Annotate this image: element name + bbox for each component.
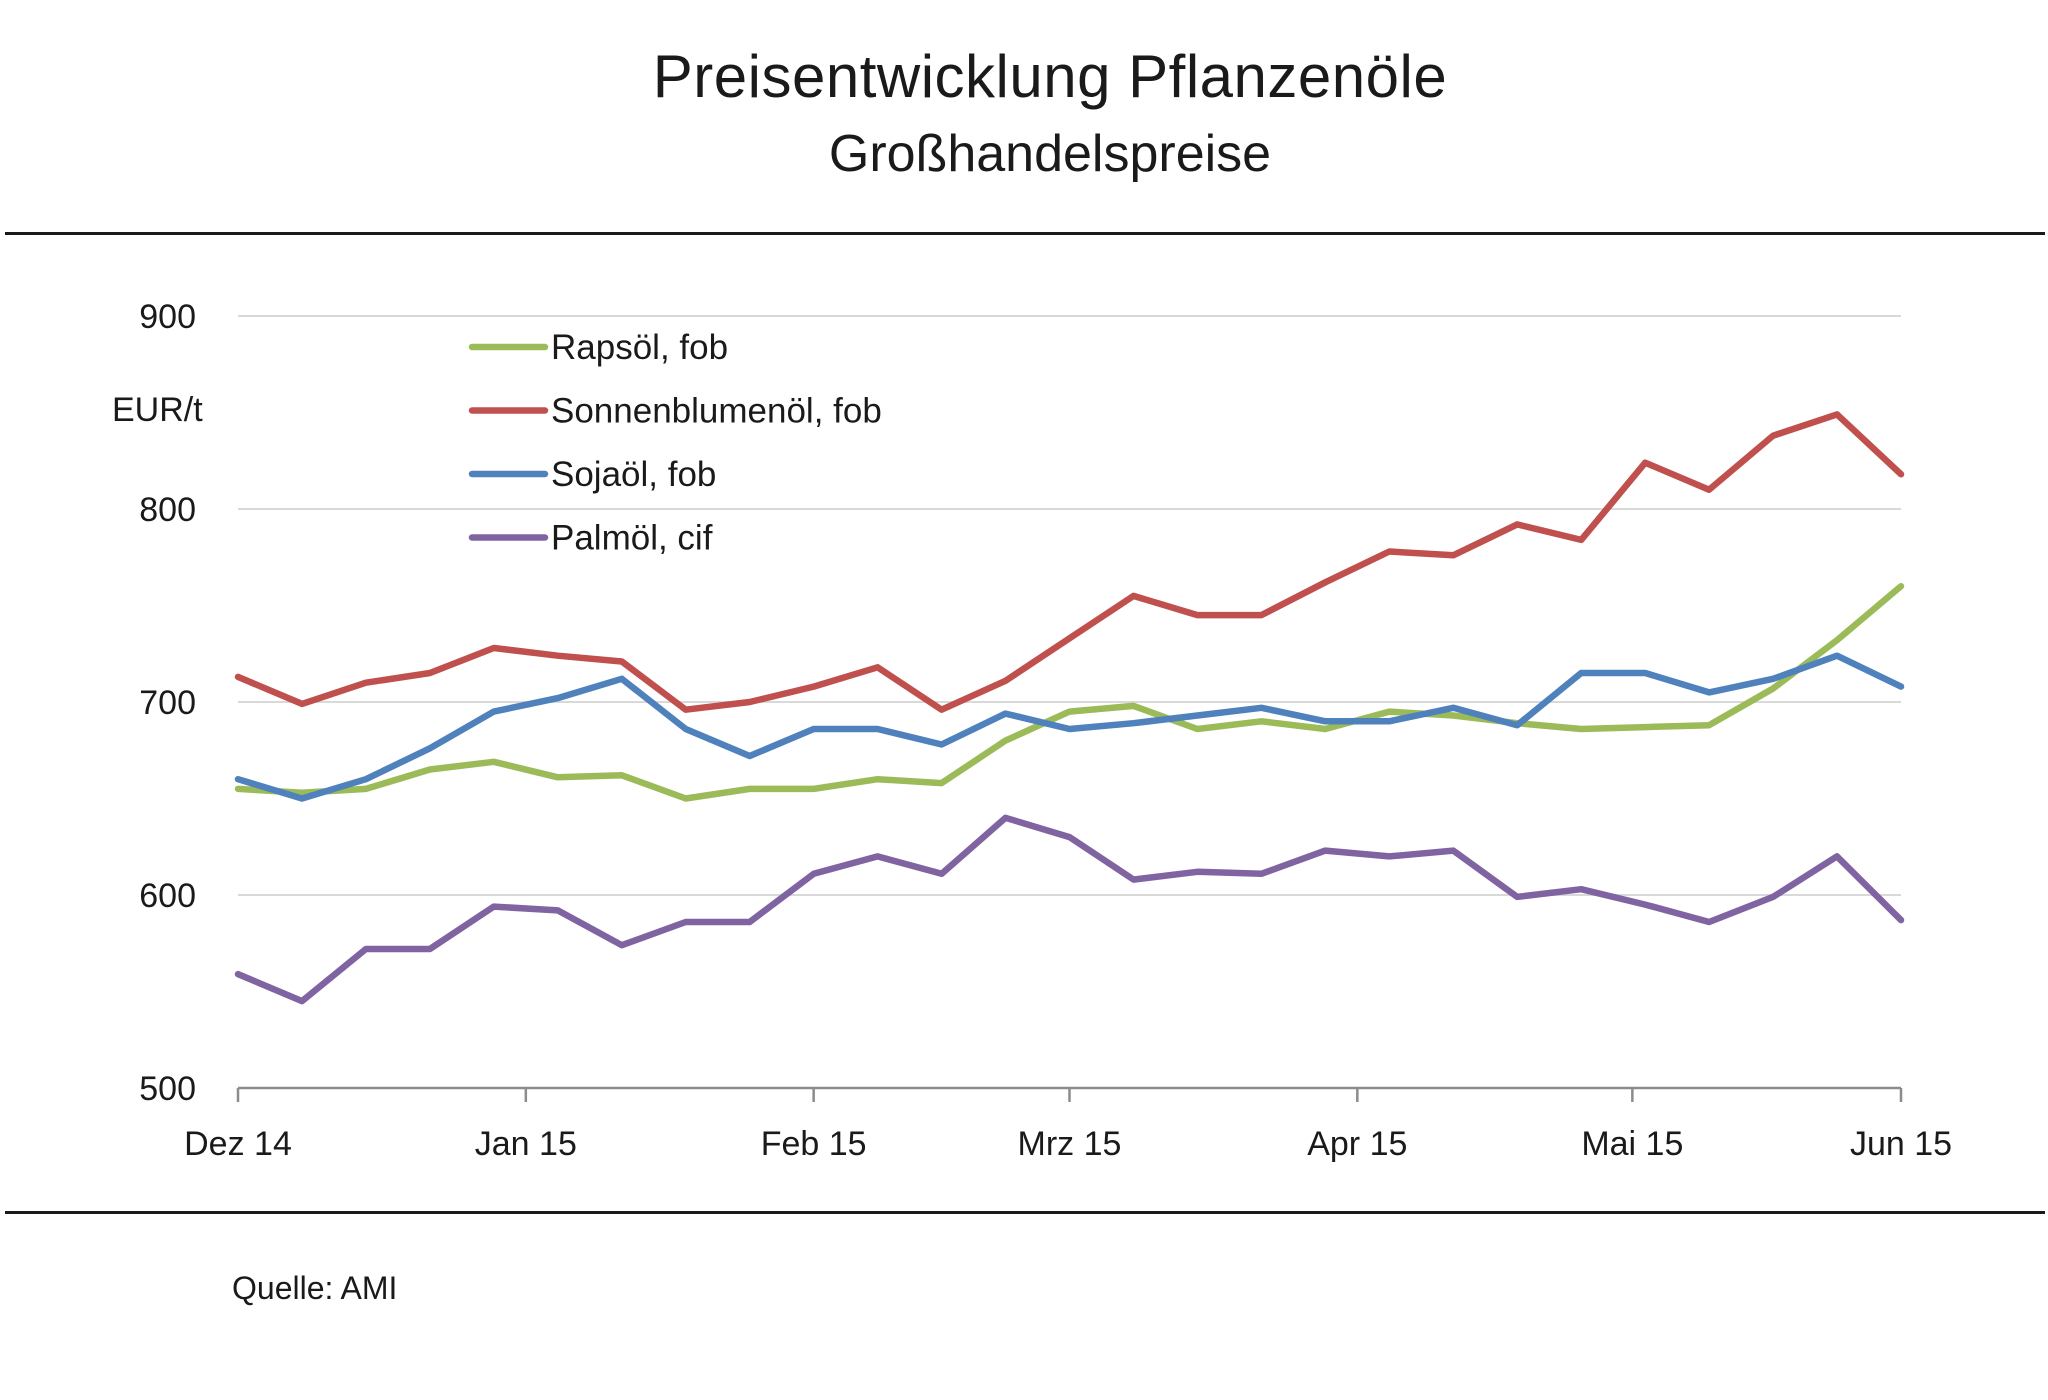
x-tick-label-2: Feb 15 [761,1125,867,1163]
bottom-divider [5,1211,2045,1214]
y-axis-label: EUR/t [112,391,203,429]
gridlines [238,315,1901,896]
legend-label-0: Rapsöl, fob [551,328,728,367]
y-tick-label-700: 700 [139,684,196,722]
legend-label-1: Sonnenblumenöl, fob [551,392,882,431]
series-line-1 [234,411,1905,713]
series-line-3 [234,814,1905,1005]
y-tick-label-500: 500 [139,1070,196,1108]
x-tick-label-4: Apr 15 [1307,1125,1407,1163]
x-tick-label-0: Dez 14 [184,1125,292,1163]
axes: 500 600 700 800 900 EUR/t Dez 14 Jan 15 Feb 15 Mr… [112,298,1952,1163]
x-tick-label-5: Mai 15 [1581,1125,1683,1163]
x-tick-label-6: Jun 15 [1850,1125,1952,1163]
chart-title: Preisentwicklung Pflanzenöle [652,43,1448,110]
x-tick-label-1: Jan 15 [475,1125,577,1163]
source-note: Quelle: AMI [232,1270,398,1306]
y-tick-label-900: 900 [139,298,196,336]
series-line-2 [234,652,1905,802]
legend: Rapsöl, fob Sonnenblumenöl, fob Sojaöl, fo… [468,328,882,558]
legend-label-2: Sojaöl, fob [551,455,716,494]
top-divider [5,232,2045,235]
y-tick-label-800: 800 [139,491,196,529]
x-tick-label-3: Mrz 15 [1018,1125,1122,1163]
legend-label-3: Palmöl, cif [551,519,713,558]
y-tick-label-600: 600 [139,877,196,915]
chart-subtitle: Großhandelspreise [828,125,1272,183]
series-lines [234,411,1905,1005]
series-line-0 [234,582,1905,802]
